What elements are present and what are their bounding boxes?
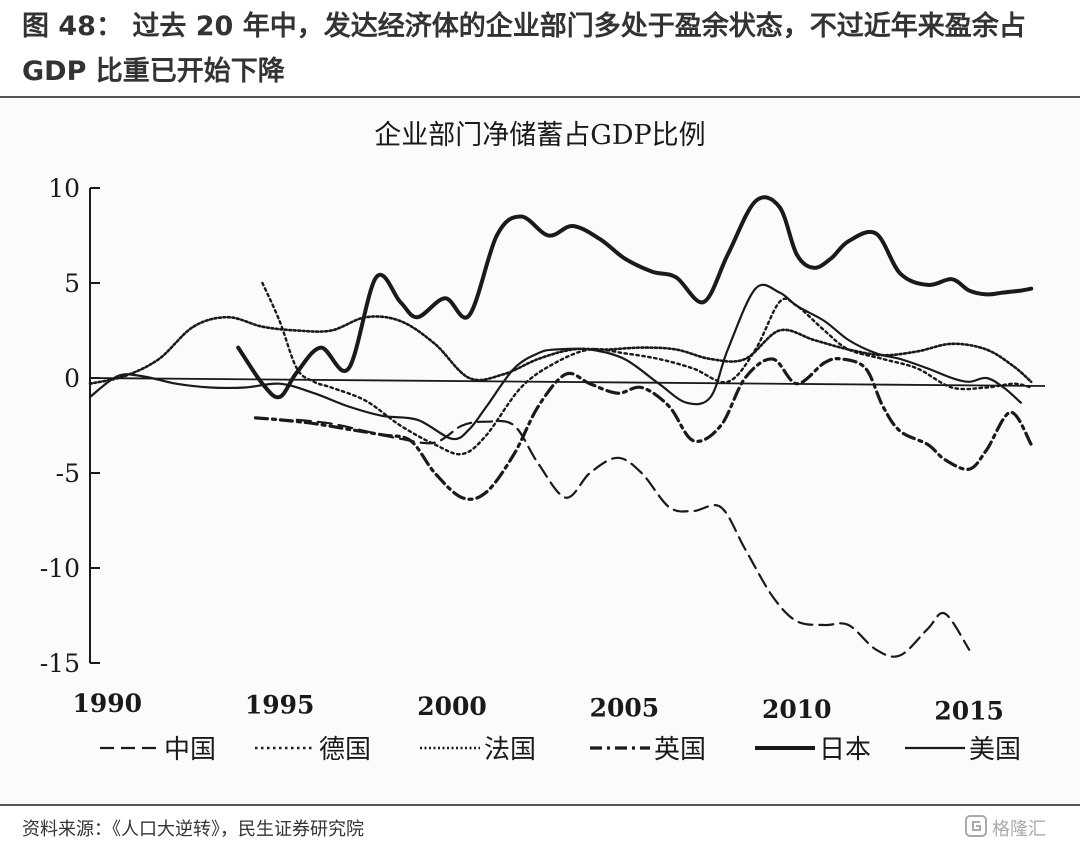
header-rule (0, 96, 1080, 98)
series-line-usa (88, 283, 1022, 441)
legend-label-china: 中国 (164, 735, 216, 765)
figure-title: 图 48： 过去 20 年中，发达经济体的企业部门多处于盈余状态，不过近年来盈余… (22, 11, 1026, 87)
series-line-germany (261, 281, 1033, 456)
legend-label-france: 法国 (484, 735, 536, 765)
y-tick-label: -15 (40, 649, 80, 678)
footer-rule (0, 804, 1080, 806)
axes: 10 5 0 -5 -10 -15 1990 1995 2000 2005 2010 2015 (40, 174, 1046, 726)
source-note: 资料来源：《人口大逆转》，民生证券研究院 (22, 819, 364, 840)
y-tick-label: 5 (64, 269, 80, 298)
legend: 中国 德国 法国 英国 日本 美国 (100, 735, 1021, 765)
y-tick-label: -5 (56, 459, 80, 488)
chart: 企业部门净储蓄占GDP比例 10 5 0 -5 -10 -15 1990 1995 2000 20… (40, 120, 1046, 765)
chart-background (0, 98, 1080, 804)
legend-label-uk: 英国 (654, 735, 706, 765)
x-tick-label: 2015 (934, 697, 1004, 726)
y-tick-label: -10 (40, 554, 80, 583)
watermark-logo-icon (965, 815, 987, 837)
legend-label-japan: 日本 (819, 735, 871, 765)
series-line-uk (253, 357, 1033, 501)
series-layer (88, 195, 1034, 658)
x-tick-label: 2005 (590, 694, 660, 723)
x-tick-label: 2010 (762, 695, 832, 724)
legend-label-germany: 德国 (319, 735, 371, 765)
series-line-china (295, 418, 971, 658)
x-tick-label: 2000 (417, 692, 487, 721)
x-tick-label: 1995 (245, 691, 315, 720)
watermark-text: 格隆汇 (992, 819, 1046, 840)
chart-title: 企业部门净储蓄占GDP比例 (374, 120, 705, 151)
y-tick-label: 0 (64, 364, 80, 393)
zero-line (89, 377, 1046, 387)
series-line-japan (236, 195, 1034, 400)
x-tick-label: 1990 (72, 689, 142, 718)
y-tick-label: 10 (48, 174, 80, 203)
legend-label-usa: 美国 (969, 735, 1021, 765)
